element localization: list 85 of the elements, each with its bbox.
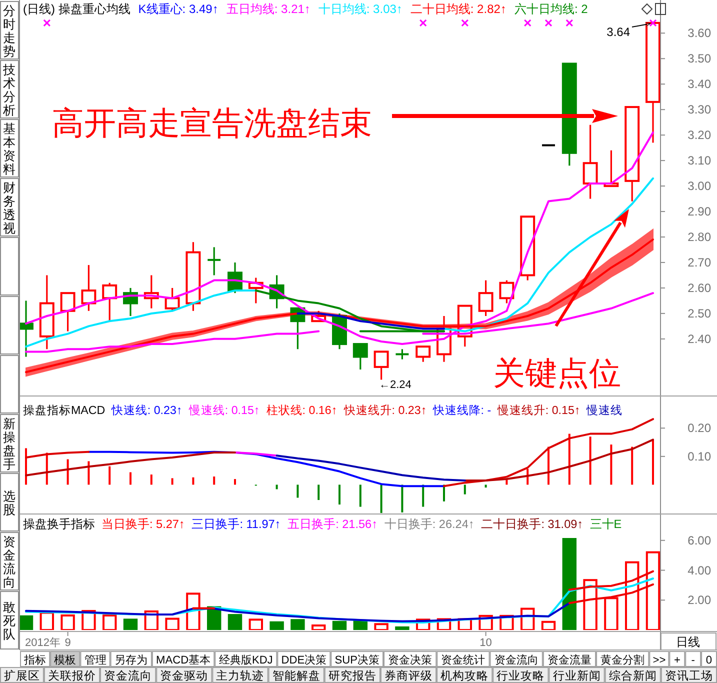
y-tick-label: 2.40 (688, 332, 712, 346)
category-label: 基本资料 (3, 122, 16, 176)
legend-label: K线重心: 3.49↑ (138, 2, 218, 16)
y-tick-label: 2.70 (688, 255, 712, 270)
text: 快速线: 0.23↑ (110, 404, 182, 417)
text: 当日换手: 5.27↑ (102, 517, 185, 531)
category-label: 0 (706, 654, 712, 666)
legend-label: 五日换手: 21.56↑ (288, 517, 378, 531)
category-label: DDE决策 (281, 654, 327, 666)
chart-title: 操盘换手指标 (23, 517, 95, 531)
category-label: 资金统计 (441, 654, 486, 666)
legend-label: 三日换手: 11.97↑ (192, 517, 281, 531)
category-label: 资金决策 (388, 654, 432, 666)
category-label: - (691, 654, 696, 666)
y-tick-label: 3.40 (688, 77, 712, 92)
legend-label: 二十日换手: 31.09↑ (481, 517, 584, 531)
text: 日线 (676, 635, 700, 649)
category-label: 资金流向 (494, 654, 538, 666)
legend-label: 三十E (590, 518, 622, 531)
category-label: MACD基本 (156, 654, 211, 666)
category-label: 选股 (3, 489, 16, 517)
annotation: 高开高走宣告洗盘结束 (52, 105, 372, 141)
x-tick-label: 10 (480, 637, 492, 649)
category-label: 主力轨迹 (216, 668, 264, 682)
annotation: 3.64 (606, 25, 630, 39)
y-tick-label: 2.00 (688, 593, 712, 608)
y-tick-label: 0.10 (688, 449, 712, 464)
category-label: 管理 (84, 654, 106, 666)
y-tick-label: 2.60 (688, 280, 712, 295)
category-label: 指标 (23, 654, 46, 666)
category-label: 分时走势 (3, 4, 16, 58)
y-tick-label: 6.00 (688, 533, 712, 548)
y-tick-label: 3.10 (688, 154, 712, 168)
x-tick-label: 9 (64, 637, 71, 649)
category-label: + (674, 654, 680, 666)
category-label: 资金流量 (548, 654, 592, 666)
category-label: 扩展区 (4, 668, 40, 682)
y-tick-label: 3.20 (688, 128, 712, 142)
y-tick-label: 3.60 (688, 26, 712, 40)
category-label: 研究报告 (328, 668, 376, 682)
text: 操盘指标MACD (23, 404, 106, 417)
text: 慢速线: 0.15↑ (188, 404, 260, 417)
category-label: 技术分析 (2, 62, 16, 118)
category-label: 行业新闻 (552, 668, 601, 682)
annotation: ←2.24 (379, 379, 412, 391)
category-label: 智能解盘 (272, 670, 320, 682)
category-label: 财务透视 (3, 180, 16, 236)
category-label: 关联报价 (48, 668, 96, 682)
category-label: 新操盘手 (3, 416, 16, 472)
category-label: 另存为 (114, 654, 148, 666)
category-label: 综合新闻 (608, 668, 657, 682)
category-label: >> (652, 654, 666, 666)
x-axis-title: 2012年 (25, 637, 60, 649)
text: 五日均线: 3.21↑ (226, 2, 310, 16)
chart-title: (日线) 操盘重心均线 (23, 2, 130, 16)
legend-label: 十日换手: 26.24↑ (384, 517, 474, 531)
text: 慢速线升: 0.15↑ (496, 404, 580, 417)
y-tick-label: 0.20 (688, 421, 712, 436)
legend-label: 六十日均线: 2 (514, 2, 588, 16)
y-tick-label: 4.00 (688, 563, 712, 578)
category-label: 行业攻略 (496, 670, 545, 682)
category-label: 黄金分割 (600, 654, 645, 666)
text: 慢速线 (585, 404, 622, 417)
y-tick-label: 2.50 (688, 306, 712, 320)
y-tick-label: 2.90 (688, 204, 712, 219)
text: 柱状线: 0.16↑ (266, 404, 338, 417)
category-label: 资金流向 (104, 668, 152, 682)
text: 二十日均线: 2.82↑ (410, 2, 506, 16)
y-tick-label: 3.00 (688, 179, 712, 194)
category-label: 机构攻略 (440, 670, 489, 682)
text: 快速线升: 0.23↑ (342, 404, 427, 417)
category-label: 资金流向 (3, 534, 16, 590)
category-label: SUP决策 (334, 654, 380, 666)
category-label: 券商评级 (384, 668, 432, 682)
category-label: 模板 (54, 654, 76, 666)
y-tick-label: 2.80 (688, 230, 712, 244)
annotation: 关键点位 (493, 355, 621, 391)
text: 十日均线: 3.03↑ (318, 2, 402, 16)
y-tick-label: 3.50 (688, 52, 712, 66)
category-label: 敢死队 (3, 600, 16, 642)
category-label: 经典版KDJ (218, 654, 273, 666)
y-tick-label: 3.30 (688, 102, 712, 117)
category-label: 资讯工场 (665, 670, 713, 682)
legend-label: 快速线降: - (432, 404, 492, 417)
category-label: 资金驱动 (160, 670, 208, 682)
